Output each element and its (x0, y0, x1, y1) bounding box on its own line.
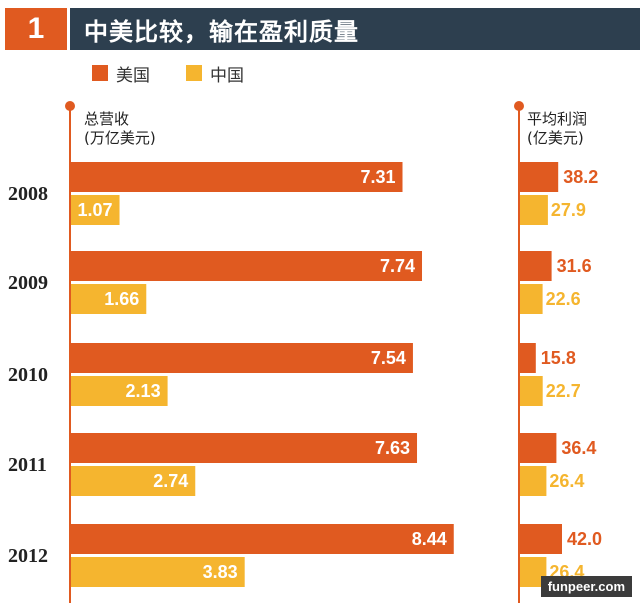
watermark: funpeer.com (540, 576, 632, 597)
revenue-axis-dot (65, 101, 75, 111)
revenue-bar-us-2012 (71, 524, 454, 554)
legend-item-cn: 中国 (186, 61, 244, 86)
revenue-bar-us-2011 (71, 433, 418, 463)
profit-title: 平均利润 (527, 110, 588, 128)
revenue-bar-cn-2009 (71, 284, 147, 314)
profit-bar-us-2011 (520, 433, 557, 463)
profit-title-block: 平均利润 (亿美元) (527, 110, 587, 148)
profit-bar-cn-2011 (520, 466, 547, 496)
revenue-bar-us-2008 (71, 162, 403, 192)
chart-legend: 美国 中国 (92, 60, 280, 86)
revenue-label-cn-2008: 1.07 (77, 200, 112, 220)
profit-bar-cn-2010 (520, 376, 543, 406)
revenue-bar-cn-2010 (71, 376, 168, 406)
profit-label-us-2011: 36.4 (561, 438, 596, 458)
revenue-label-us-2012: 8.44 (412, 529, 447, 549)
profit-bar-us-2012 (520, 524, 562, 554)
revenue-label-cn-2012: 3.83 (203, 562, 238, 582)
profit-bar-cn-2009 (520, 284, 543, 314)
legend-label-cn: 中国 (210, 65, 244, 86)
profit-label-us-2009: 31.6 (557, 256, 592, 276)
profit-label-cn-2008: 27.9 (551, 200, 586, 220)
revenue-bar-cn-2012 (71, 557, 245, 587)
profit-label-cn-2011: 26.4 (549, 471, 584, 491)
profit-bar-us-2009 (520, 251, 552, 281)
profit-label-us-2010: 15.8 (541, 348, 576, 368)
revenue-bar-us-2010 (71, 343, 413, 373)
revenue-unit: (万亿美元) (84, 129, 156, 147)
section-number: 1 (5, 8, 67, 50)
profit-label-cn-2010: 22.7 (546, 381, 581, 401)
profit-axis-dot (514, 101, 524, 111)
revenue-label-us-2008: 7.31 (360, 167, 395, 187)
revenue-bar-cn-2011 (71, 466, 196, 496)
revenue-label-us-2009: 7.74 (380, 256, 415, 276)
section-header: 1 中美比较，输在盈利质量 (0, 8, 640, 50)
year-label-2010: 2010 (8, 364, 48, 386)
revenue-label-cn-2009: 1.66 (104, 289, 139, 309)
profit-label-us-2012: 42.0 (567, 529, 602, 549)
revenue-title: 总营收 (84, 110, 130, 128)
profit-bar-us-2008 (520, 162, 559, 192)
legend-label-us: 美国 (116, 65, 150, 86)
profit-label-us-2008: 38.2 (563, 167, 598, 187)
profit-label-cn-2009: 22.6 (546, 289, 581, 309)
legend-swatch-us (92, 65, 108, 81)
revenue-label-us-2010: 7.54 (371, 348, 406, 368)
revenue-label-us-2011: 7.63 (375, 438, 410, 458)
revenue-bar-us-2009 (71, 251, 423, 281)
legend-swatch-cn (186, 65, 202, 81)
profit-bar-us-2010 (520, 343, 536, 373)
revenue-label-cn-2011: 2.74 (153, 471, 188, 491)
year-label-2012: 2012 (8, 545, 48, 567)
section-title: 中美比较，输在盈利质量 (70, 8, 640, 50)
legend-item-us: 美国 (92, 61, 150, 86)
revenue-title-block: 总营收 (万亿美元) (84, 110, 156, 148)
year-label-2011: 2011 (8, 454, 47, 476)
revenue-bar-cn-2008 (71, 195, 120, 225)
profit-unit: (亿美元) (527, 129, 584, 147)
revenue-label-cn-2010: 2.13 (126, 381, 161, 401)
year-label-2009: 2009 (8, 272, 48, 294)
year-label-2008: 2008 (8, 183, 48, 205)
profit-bar-cn-2008 (520, 195, 548, 225)
